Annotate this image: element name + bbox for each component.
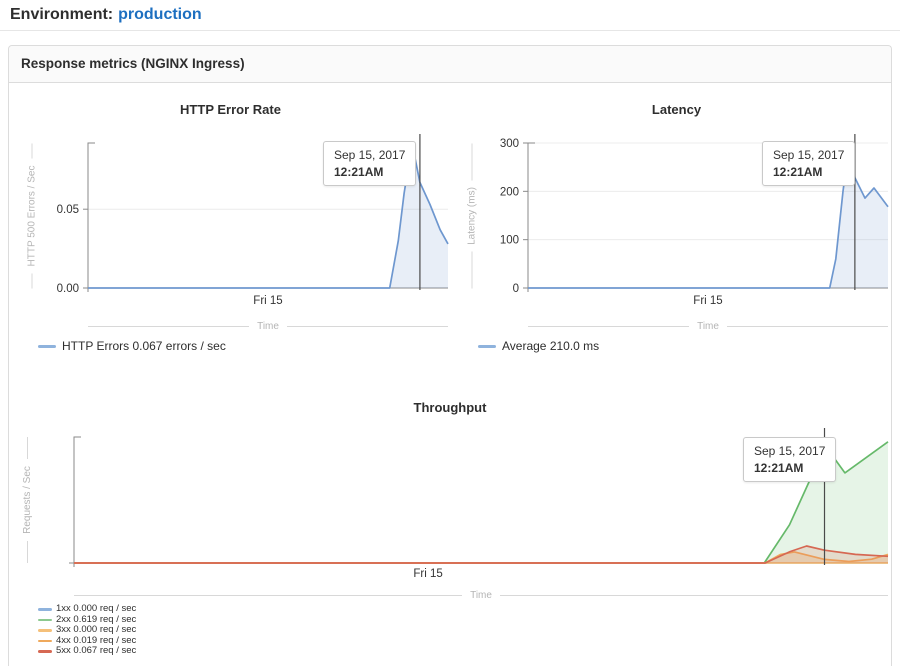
throughput-chart[interactable]: Fri 15 [8,395,892,595]
y-tick-label: 200 [500,186,519,198]
x-axis-label-text: Time [470,589,492,601]
axis-label-line [470,142,472,180]
legend-dash-icon [38,608,52,611]
series-area-2xx [74,441,888,563]
x-tick-label: Fri 15 [413,568,442,580]
tooltip-date: Sep 15, 2017 [773,148,845,162]
axis-label-line [528,325,690,327]
latency-chart[interactable]: 0 100 200 300 Fri 15 [453,90,900,320]
legend-label: 3xx 0.000 req / sec [56,624,137,635]
throughput-tooltip: Sep 15, 2017 12:21AM [743,437,837,482]
y-tick-label: 0.00 [57,283,79,295]
x-tick-label: Fri 15 [253,295,282,307]
x-tick-label: Fri 15 [693,295,722,307]
y-tick-label: 100 [500,235,519,247]
series-area-5xx [74,546,888,563]
axis-label-line [30,143,32,159]
y-tick-label: 300 [500,138,519,150]
axis-label-line [499,594,889,596]
y-axis-label-text: Latency (ms) [465,186,477,245]
legend-dash-icon [478,344,496,348]
tooltip-date: Sep 15, 2017 [334,148,406,162]
legend-item: 1xx 0.000 req / sec [38,603,137,615]
y-axis-line [527,142,535,292]
axis-label-line [286,325,449,327]
axis-label-line [74,594,463,596]
axis-label-line [26,437,28,460]
y-axis-line [87,142,95,292]
legend-label: 2xx 0.619 req / sec [56,613,137,625]
legend-item: HTTP Errors 0.067 errors / sec [38,339,226,353]
legend-item: 5xx 0.067 req / sec [38,645,137,657]
legend-label: 4xx 0.019 req / sec [56,634,137,646]
y-axis-label-text: Requests / Sec [21,466,33,534]
header-divider [0,30,900,31]
legend-dash-icon [38,650,52,653]
legend-label: HTTP Errors 0.067 errors / sec [62,339,226,353]
axis-label-line [726,325,889,327]
legend-dash-icon [38,618,52,621]
legend-item: 3xx 0.000 req / sec [38,624,137,636]
throughput-y-axis-label: Requests / Sec [19,437,35,563]
y-tick-label: 0 [513,283,519,295]
error-rate-x-axis-label: Time [88,319,449,333]
legend-label: Average 210.0 ms [502,339,600,353]
series-area-4xx [74,551,888,563]
latency-legend: Average 210.0 ms [478,339,599,353]
latency-tooltip: Sep 15, 2017 12:21AM [762,141,856,186]
legend-dash-icon [38,639,52,642]
error-rate-tooltip: Sep 15, 2017 12:21AM [323,141,417,186]
throughput-legend: 1xx 0.000 req / sec 2xx 0.619 req / sec 3x… [38,603,137,657]
tooltip-date: Sep 15, 2017 [754,444,826,458]
environment-header: Environment: production [10,6,202,24]
environment-link[interactable]: production [118,6,202,23]
tooltip-time: 12:21AM [754,461,804,475]
y-axis-label-text: HTTP 500 Errors / Sec [25,165,37,266]
legend-item: Average 210.0 ms [478,339,599,353]
error-rate-chart[interactable]: 0.00 0.05 Fri 15 [8,90,453,320]
legend-item: 4xx 0.019 req / sec [38,634,137,647]
axis-label-line [470,251,472,288]
latency-title: Latency [651,102,702,117]
environment-label: Environment: [10,6,114,23]
error-rate-legend: HTTP Errors 0.067 errors / sec [38,339,226,353]
latency-y-axis-label: Latency (ms) [463,142,479,288]
panel-title: Response metrics (NGINX Ingress) [9,46,891,83]
y-axis-line [73,436,81,567]
throughput-title: Throughput [413,400,487,415]
series-area-Average [528,143,888,288]
legend-label: 1xx 0.000 req / sec [56,603,137,614]
axis-label-line [30,272,32,288]
tooltip-time: 12:21AM [773,165,823,179]
latency-x-axis-label: Time [528,319,889,333]
tooltip-time: 12:21AM [334,165,384,179]
x-axis-label-text: Time [257,320,279,332]
legend-label: 5xx 0.067 req / sec [56,645,137,656]
axis-label-line [88,325,250,327]
axis-label-line [26,540,28,563]
error-rate-title: HTTP Error Rate [180,102,281,117]
series-line-5xx [74,545,889,564]
legend-item: 2xx 0.619 req / sec [38,613,137,626]
throughput-x-axis-label: Time [74,588,889,602]
legend-dash-icon [38,629,52,632]
y-tick-label: 0.05 [57,204,79,216]
legend-dash-icon [38,344,56,348]
x-axis-label-text: Time [697,320,719,332]
error-rate-y-axis-label: HTTP 500 Errors / Sec [23,143,39,288]
